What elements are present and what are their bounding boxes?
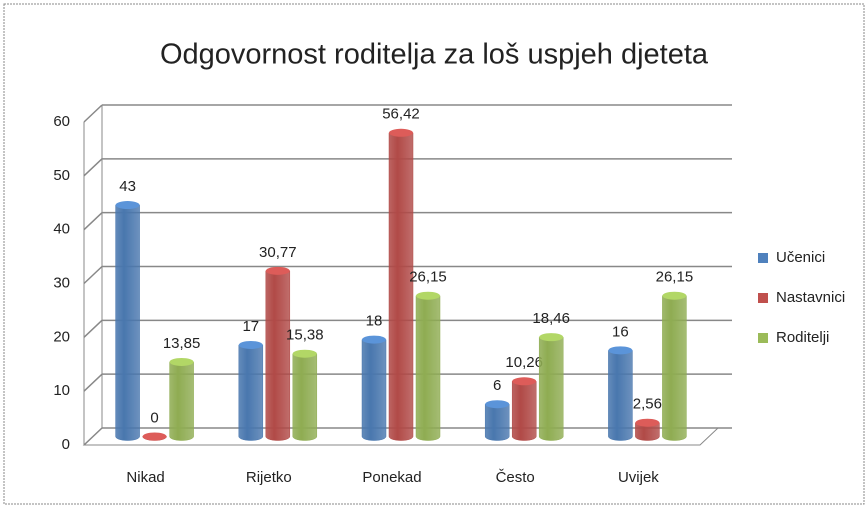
- value-label: 0: [150, 409, 158, 426]
- grid-line-side: [83, 158, 103, 177]
- bar: [361, 339, 387, 441]
- bar: [265, 270, 291, 441]
- x-tick-label: Često: [496, 469, 535, 486]
- legend-label: Roditelji: [776, 329, 829, 346]
- y-tick-label: 50: [53, 167, 70, 184]
- y-tick-label: 40: [53, 221, 70, 238]
- value-label: 26,15: [409, 269, 447, 286]
- value-label: 13,85: [163, 335, 201, 352]
- bar-top: [512, 377, 537, 386]
- bar-top: [265, 266, 290, 275]
- bar-top: [635, 418, 660, 427]
- value-label: 10,26: [505, 354, 543, 371]
- legend-swatch: [758, 333, 768, 343]
- value-label: 2,56: [633, 396, 662, 413]
- y-tick-label: 0: [62, 436, 70, 453]
- value-label: 30,77: [259, 244, 297, 261]
- bar-top: [662, 291, 687, 300]
- bar: [415, 295, 441, 441]
- value-label: 17: [242, 318, 259, 335]
- chart-title: Odgovornost roditelja za loš uspjeh djet…: [160, 39, 709, 71]
- bar-top: [416, 291, 440, 300]
- legend-swatch: [758, 253, 768, 263]
- bar: [169, 361, 194, 441]
- bar: [292, 353, 318, 441]
- bar: [511, 381, 537, 441]
- bar-top: [169, 357, 194, 366]
- bar-top: [292, 349, 317, 358]
- bar-top: [362, 335, 386, 344]
- y-tick-label: 30: [53, 274, 70, 291]
- grid-line-side: [83, 373, 103, 392]
- x-tick-label: Ponekad: [362, 469, 421, 486]
- legend-label: Učenici: [776, 249, 825, 266]
- value-label: 43: [119, 178, 136, 195]
- grid-line-side: [83, 319, 103, 338]
- bar: [115, 204, 140, 441]
- value-label: 26,15: [656, 269, 694, 286]
- bar-top: [115, 201, 140, 210]
- grid-line-side: [83, 427, 103, 446]
- bar: [388, 132, 414, 441]
- bar-top: [389, 128, 413, 137]
- y-tick-label: 10: [53, 382, 70, 399]
- value-label: 18,46: [532, 310, 570, 327]
- bar: [484, 403, 510, 441]
- y-tick-label: 60: [53, 113, 70, 130]
- legend-label: Nastavnici: [776, 289, 845, 306]
- bar: [238, 344, 264, 441]
- bar-top: [608, 346, 633, 355]
- x-tick-label: Uvijek: [618, 469, 659, 486]
- bar-top: [142, 432, 167, 441]
- bar-top: [485, 400, 510, 409]
- bar: [635, 422, 660, 441]
- bar-top: [539, 333, 564, 342]
- value-label: 18: [366, 313, 383, 330]
- bar: [608, 350, 633, 441]
- x-tick-label: Rijetko: [246, 469, 292, 486]
- y-tick-label: 20: [53, 328, 70, 345]
- grid-line-side: [83, 104, 103, 123]
- bar-top: [238, 340, 263, 349]
- bar: [662, 295, 687, 441]
- value-label: 15,38: [286, 327, 324, 344]
- legend-swatch: [758, 293, 768, 303]
- value-label: 16: [612, 323, 629, 340]
- value-label: 6: [493, 377, 501, 394]
- grid-line-side: [83, 212, 103, 231]
- x-tick-label: Nikad: [126, 469, 164, 486]
- grid-line-side: [83, 265, 103, 285]
- bar: [538, 336, 564, 441]
- value-label: 56,42: [382, 106, 420, 123]
